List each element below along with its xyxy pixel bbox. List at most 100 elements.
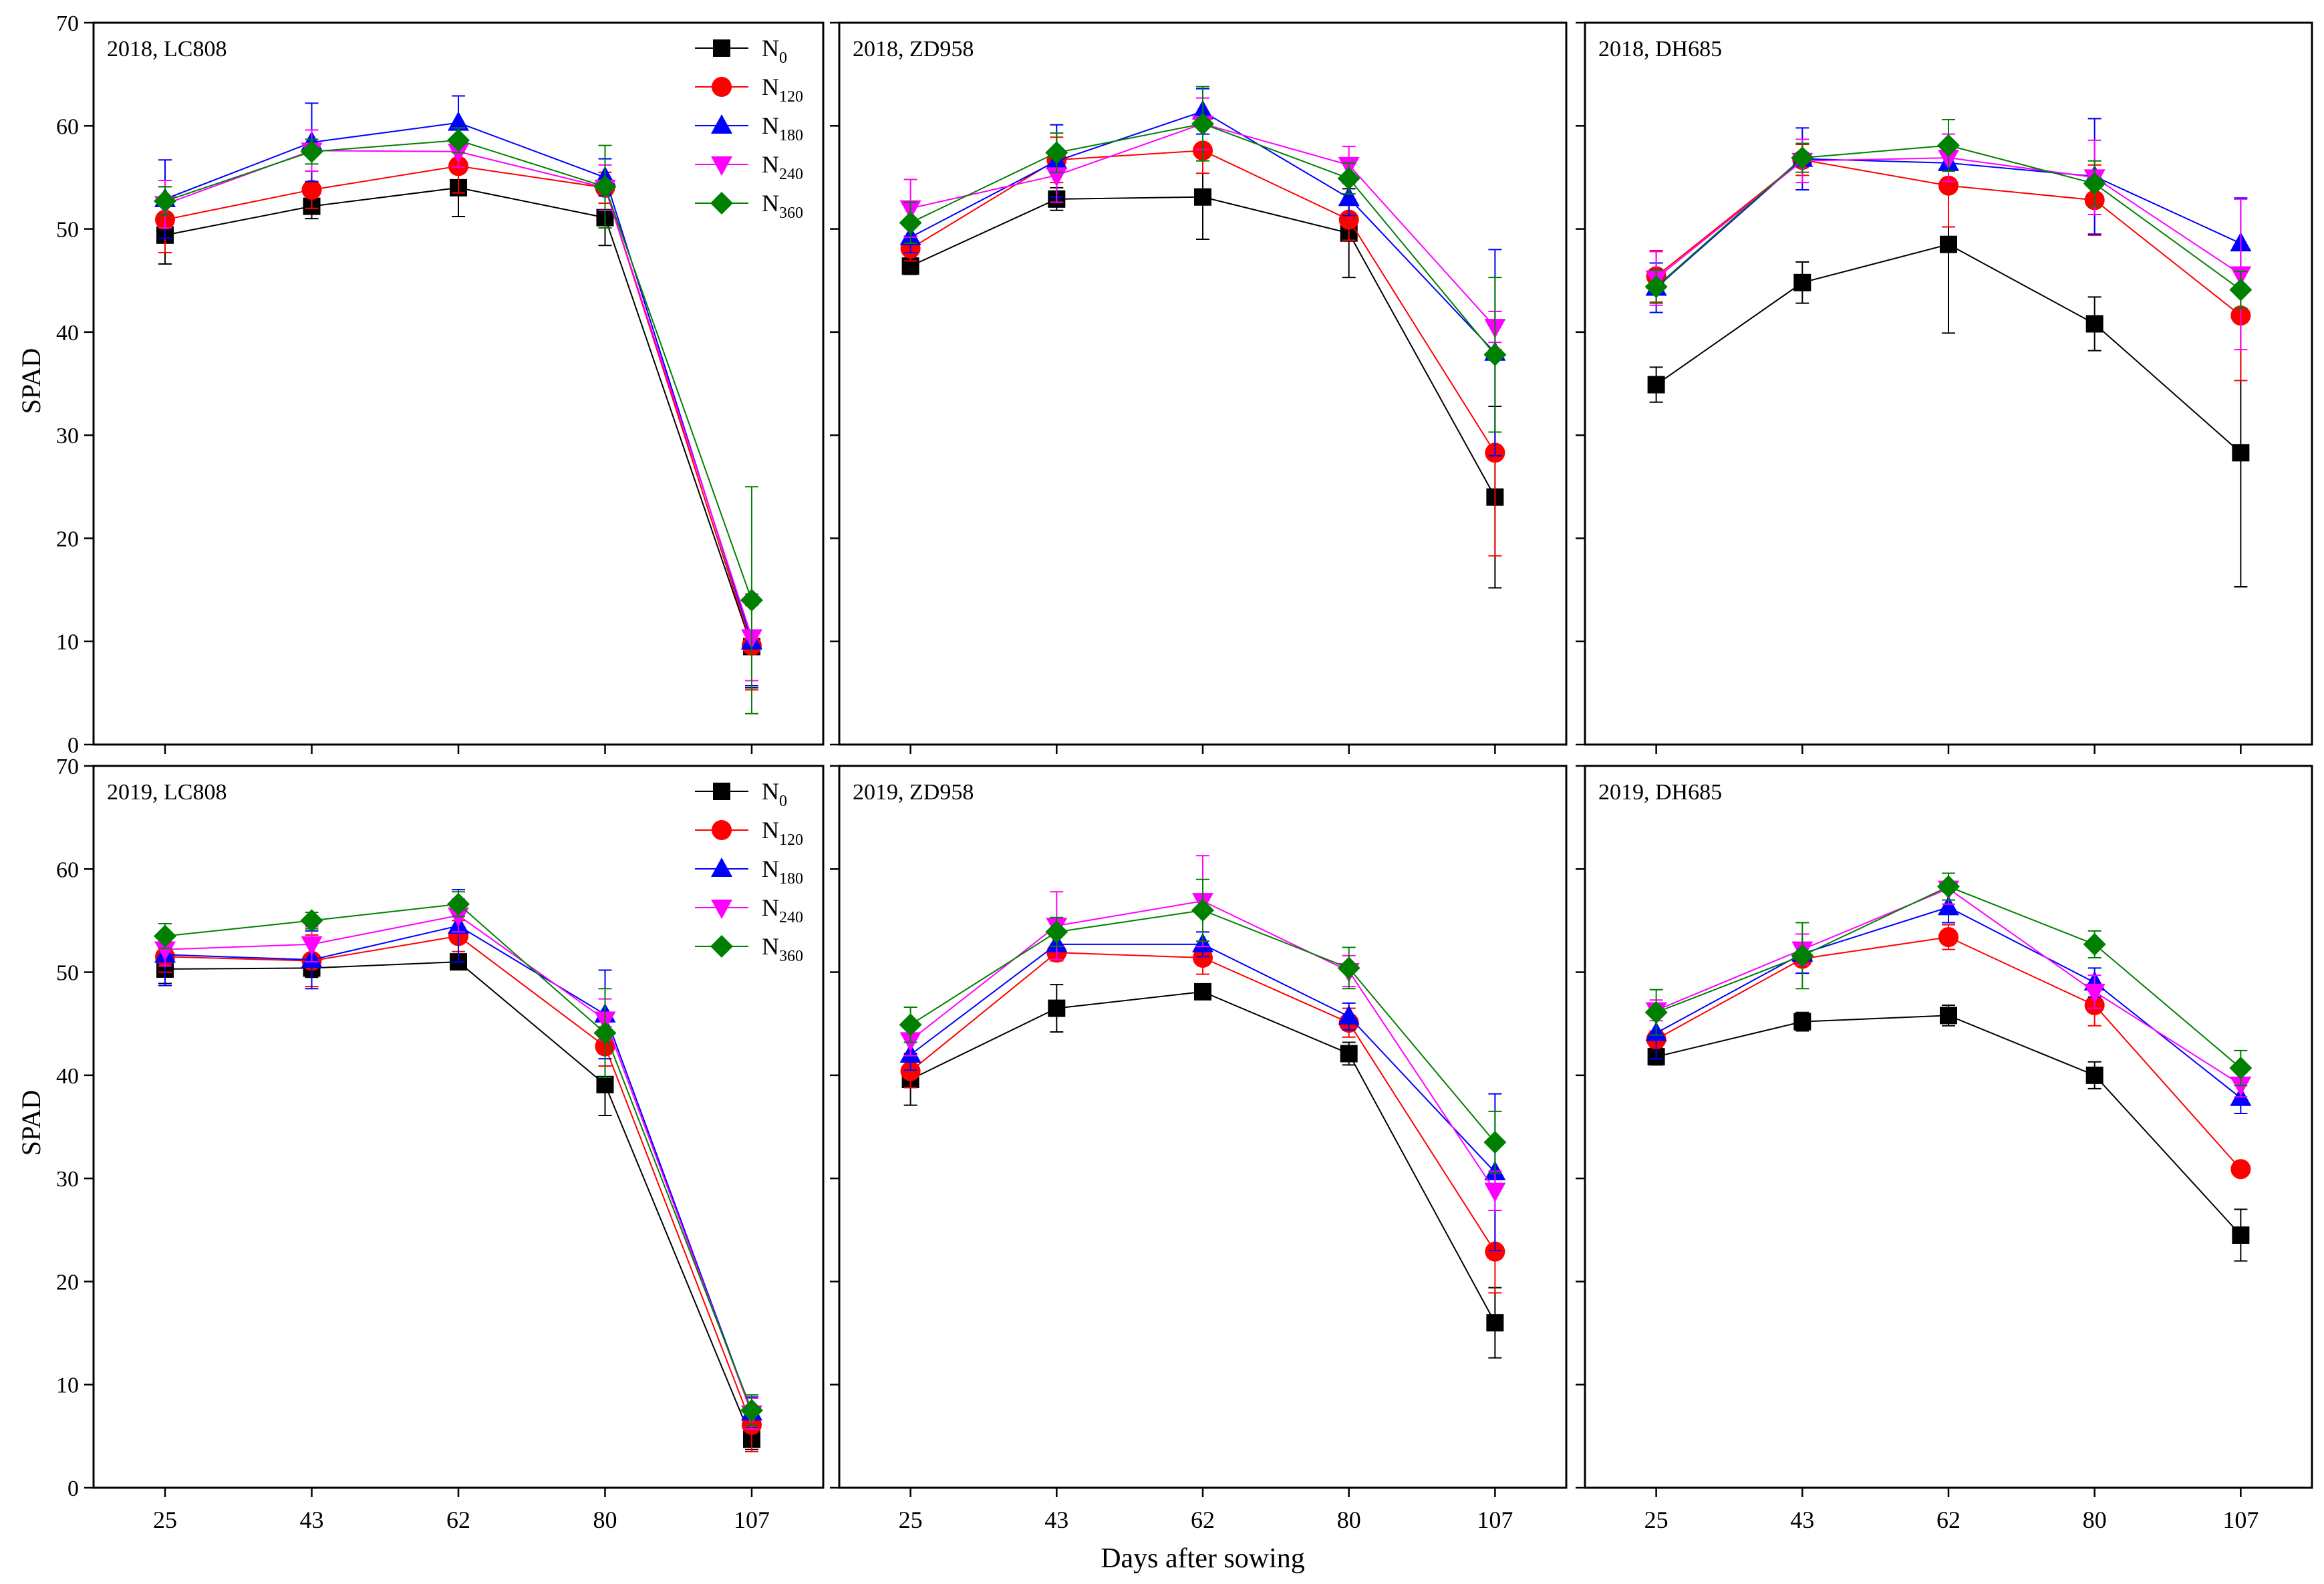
data-point <box>1644 275 1668 298</box>
chart-panel: 25 43 62 80 107 2019, ZD958 <box>830 765 1568 1533</box>
x-tick-label: 25 <box>153 1506 177 1533</box>
data-point <box>154 189 177 213</box>
data-point <box>301 936 323 956</box>
legend-label: N240 <box>762 894 803 926</box>
series-line <box>164 165 752 646</box>
series-line <box>164 925 752 1413</box>
chart-panel: 2018, ZD958 <box>830 21 1568 754</box>
x-axis-title: Days after sowing <box>1101 1543 1305 1574</box>
legend-label: N180 <box>762 112 803 144</box>
x-tick-label: 43 <box>300 1506 324 1533</box>
data-point <box>2085 315 2103 333</box>
legend-marker <box>712 820 732 840</box>
series-line <box>1656 936 2242 1170</box>
series-N360 <box>899 86 1507 433</box>
legend-marker <box>713 39 730 57</box>
data-point <box>2083 172 2106 195</box>
data-point <box>154 924 177 948</box>
panel-title: 2019, LC808 <box>107 780 227 805</box>
panel-title: 2019, ZD958 <box>853 780 974 805</box>
data-point <box>1938 927 1958 948</box>
series-line <box>164 186 752 647</box>
panel-title: 2018, DH685 <box>1598 37 1722 61</box>
series-N0 <box>156 158 760 689</box>
data-point <box>740 1399 763 1422</box>
data-point <box>1045 141 1068 164</box>
data-point <box>1791 146 1814 170</box>
data-point <box>1483 1131 1507 1154</box>
data-point <box>1793 273 1811 291</box>
legend-marker <box>711 156 732 176</box>
legend-label: N360 <box>762 933 803 965</box>
series-line <box>164 903 752 1411</box>
data-point <box>2083 983 2105 1003</box>
series-line <box>165 961 752 1440</box>
data-point <box>1194 982 1211 1001</box>
data-point <box>1338 1005 1360 1025</box>
data-point <box>596 1075 614 1093</box>
data-point <box>1938 896 1959 916</box>
data-point <box>1938 175 1958 196</box>
y-tick-label: 20 <box>56 527 79 551</box>
y-tick-label: 30 <box>56 424 79 448</box>
data-point <box>593 175 617 199</box>
y-tick-label: 40 <box>56 1064 79 1089</box>
data-point <box>300 909 323 932</box>
y-tick-label: 50 <box>56 218 79 243</box>
series-line <box>164 914 752 1414</box>
legend-marker <box>710 935 733 958</box>
x-tick-label: 107 <box>1477 1506 1513 1533</box>
y-axis-title-top: SPAD <box>16 348 46 414</box>
data-point <box>1194 188 1211 206</box>
data-point <box>1338 209 1359 230</box>
chart-panel: 25 43 62 80 107 2019, DH685 <box>1576 765 2313 1533</box>
data-point <box>1647 376 1665 394</box>
data-point <box>1937 875 1960 898</box>
data-point <box>593 1021 617 1045</box>
legend-marker <box>711 114 732 134</box>
x-tick-label: 107 <box>2222 1506 2259 1533</box>
data-point <box>2229 1057 2253 1080</box>
data-point <box>1337 956 1360 980</box>
x-tick-label: 25 <box>1644 1506 1668 1533</box>
data-point <box>1937 134 1960 157</box>
legend-marker <box>711 857 732 877</box>
data-point <box>2230 1159 2251 1180</box>
series-N120 <box>1646 924 2251 1180</box>
data-point <box>1483 343 1507 366</box>
legend-label: N180 <box>762 855 803 888</box>
legend-label: N360 <box>762 190 803 222</box>
panel-title: 2018, LC808 <box>107 37 227 61</box>
chart-panel: 2018, DH685 <box>1576 21 2313 754</box>
series-N0 <box>1647 1004 2250 1262</box>
series-N360 <box>899 878 1507 1174</box>
series-line <box>164 150 752 638</box>
data-point <box>1193 947 1213 968</box>
data-point <box>447 128 470 152</box>
y-axis-title-bottom: SPAD <box>16 1090 46 1156</box>
legend-marker <box>711 900 732 919</box>
data-point <box>1048 999 1066 1017</box>
legend-marker <box>713 783 730 800</box>
data-point <box>300 140 323 163</box>
panels-layer: 0 10 20 30 40 50 60 70 2018, LC808 N0 N120 N180 N240… <box>56 11 2313 1533</box>
y-tick-label: 30 <box>56 1167 79 1192</box>
x-tick-label: 62 <box>1936 1506 1960 1533</box>
series-N0 <box>901 982 1504 1359</box>
data-point <box>900 1061 921 1081</box>
legend-marker <box>712 77 732 97</box>
series-N360 <box>154 891 763 1427</box>
series-N360 <box>1644 872 2253 1087</box>
y-tick-label: 60 <box>56 114 79 139</box>
y-tick-label: 20 <box>56 1270 79 1295</box>
panel-title: 2019, DH685 <box>1598 780 1722 805</box>
series-N120 <box>155 138 762 691</box>
series-N240 <box>154 898 762 1430</box>
data-point <box>899 211 922 235</box>
data-point <box>2232 1226 2250 1244</box>
y-tick-label: 70 <box>56 11 79 36</box>
data-point <box>740 589 763 612</box>
chart-panel: 0 10 20 30 40 50 60 70 2018, LC808 N0 N120 N180 N240… <box>56 11 825 758</box>
